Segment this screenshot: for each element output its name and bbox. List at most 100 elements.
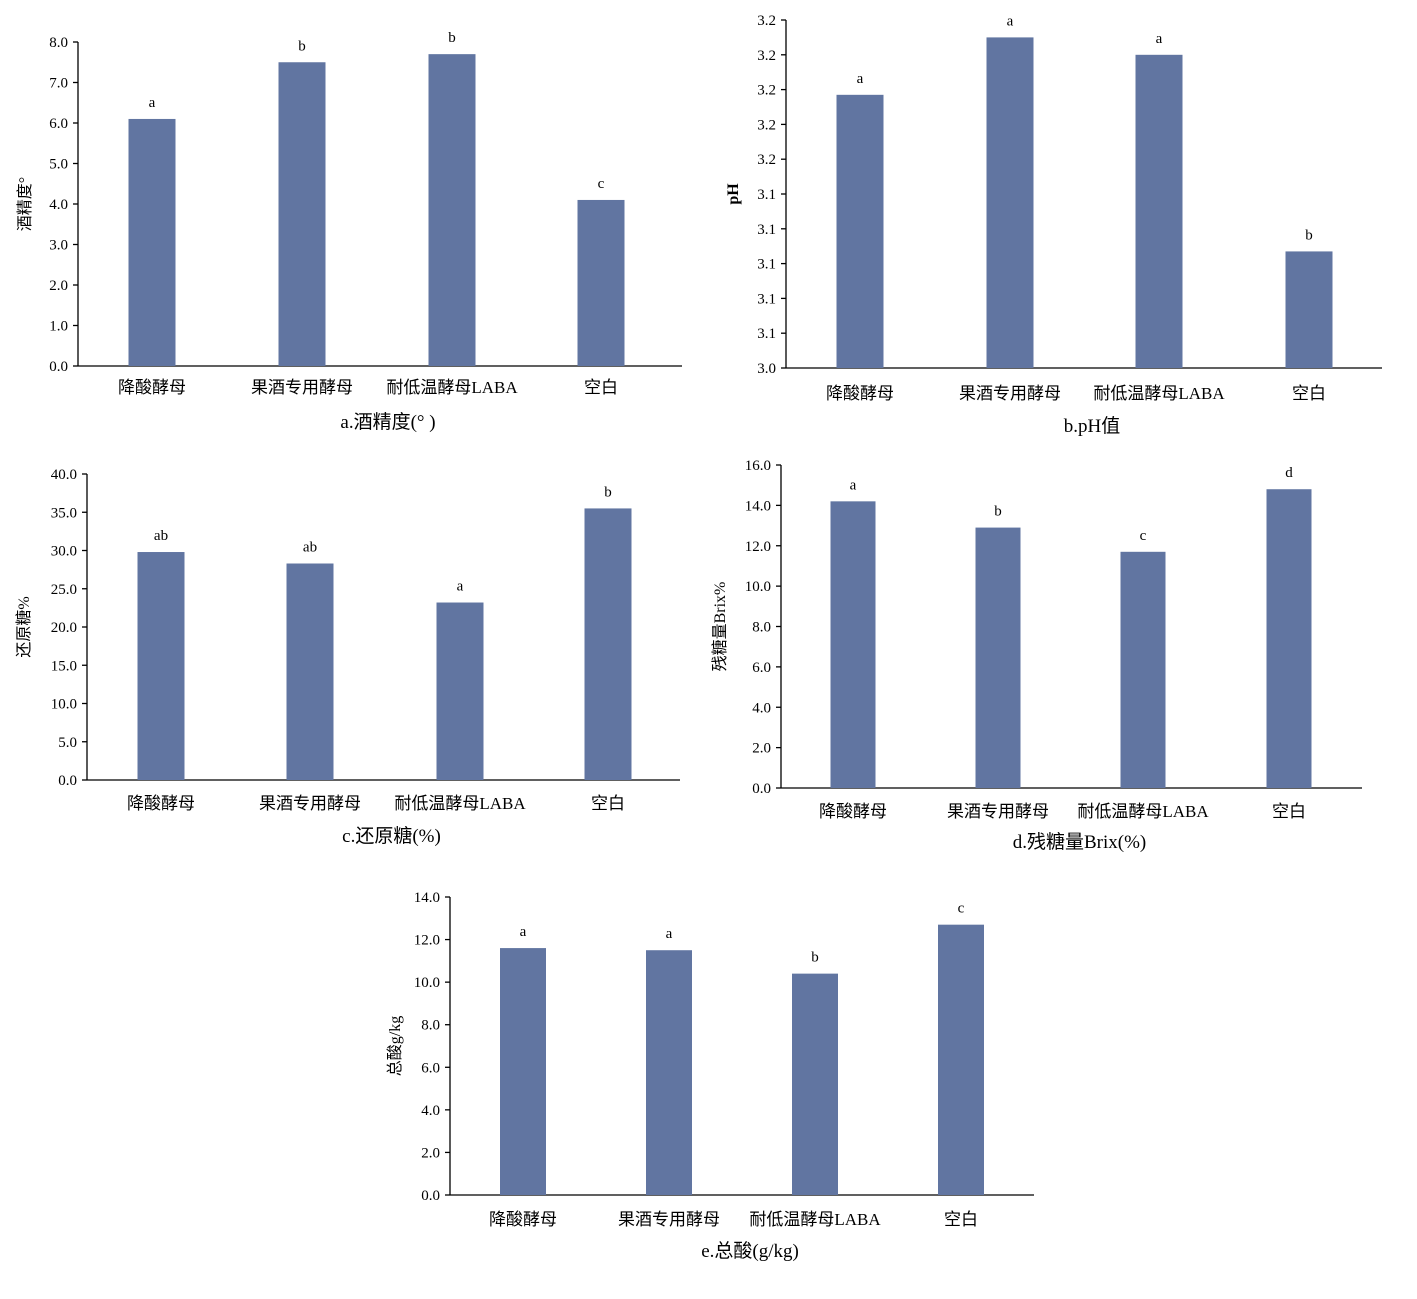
- panel-a-significance-label: b: [298, 38, 306, 54]
- panel-d-significance-label: c: [1140, 528, 1147, 544]
- panel-a-caption: a.酒精度(° ): [340, 411, 435, 433]
- panel-a-bar: [278, 62, 326, 366]
- panel-c-y-axis-title: 还原糖%: [15, 596, 33, 657]
- panel-d-category-label: 降酸酵母: [819, 802, 887, 821]
- panel-a-y-tick-label: 8.0: [49, 35, 68, 51]
- panel-b-category-label: 降酸酵母: [826, 384, 894, 403]
- panel-d-y-tick-label: 12.0: [745, 539, 771, 555]
- panel-d-y-tick-label: 0.0: [752, 781, 771, 797]
- panel-c-significance-label: ab: [154, 528, 168, 544]
- panel-d-bar: [830, 501, 876, 788]
- panel-d-significance-label: a: [850, 477, 857, 493]
- panel-c-significance-label: a: [457, 579, 464, 595]
- panel-a-category-label: 空白: [584, 378, 618, 397]
- panel-b-y-tick-label: 3.1: [757, 187, 776, 203]
- panel-c-bar: [584, 508, 632, 780]
- panel-d-y-tick-label: 16.0: [745, 458, 771, 474]
- panel-d-y-tick-label: 2.0: [752, 741, 771, 757]
- panel-b-significance-label: b: [1305, 227, 1313, 243]
- panel-b-caption: b.pH值: [1064, 415, 1120, 437]
- panel-a-significance-label: b: [448, 30, 456, 46]
- panel-a-y-tick-label: 4.0: [49, 197, 68, 213]
- panel-d-y-axis-title: 残糖量Brix%: [711, 582, 729, 672]
- panel-b-category-label: 空白: [1292, 384, 1326, 403]
- panel-d-y-tick-label: 6.0: [752, 660, 771, 676]
- panel-c-category-label: 空白: [591, 794, 625, 813]
- panel-a-bar: [128, 118, 176, 366]
- panel-a-y-tick-label: 2.0: [49, 278, 68, 294]
- panel-b-y-axis-title: pH: [725, 183, 742, 205]
- panel-b-y-tick-label: 3.1: [757, 257, 776, 273]
- panel-d-y-tick-label: 4.0: [752, 700, 771, 716]
- panel-d-category-label: 果酒专用酵母: [947, 802, 1049, 821]
- panel-e-caption: e.总酸(g/kg): [701, 1240, 799, 1262]
- panel-e-y-tick-label: 2.0: [421, 1145, 440, 1161]
- panel-e-bar: [500, 948, 546, 1195]
- panel-d-category-label: 耐低温酵母LABA: [1077, 802, 1209, 821]
- panel-e-category-label: 降酸酵母: [489, 1210, 557, 1229]
- panel-d-bar: [975, 527, 1021, 788]
- panel-e-y-tick-label: 12.0: [414, 933, 440, 949]
- panel-b-category-label: 果酒专用酵母: [959, 384, 1061, 403]
- panel-a-significance-label: c: [598, 176, 605, 192]
- panel-e-y-tick-label: 0.0: [421, 1188, 440, 1204]
- panel-e-bar: [938, 924, 984, 1195]
- panel-e-y-tick-label: 8.0: [421, 1018, 440, 1034]
- panel-c-y-tick-label: 40.0: [51, 467, 77, 483]
- panel-b-bar: [986, 37, 1034, 369]
- panel-a-y-tick-label: 5.0: [49, 157, 68, 173]
- panel-b-significance-label: a: [1156, 31, 1163, 47]
- panel-a-y-tick-label: 7.0: [49, 76, 68, 92]
- panel-c-bar: [286, 563, 334, 780]
- panel-a-bar: [428, 54, 476, 367]
- panel-e-y-axis-title: 总酸g/kg: [386, 1016, 404, 1076]
- panel-c-category-label: 果酒专用酵母: [259, 794, 361, 813]
- panel-d-y-tick-label: 14.0: [745, 498, 771, 514]
- panel-a-category-label: 果酒专用酵母: [251, 378, 353, 397]
- panel-b-y-tick-label: 3.1: [757, 222, 776, 238]
- panel-b-category-label: 耐低温酵母LABA: [1093, 384, 1225, 403]
- panel-c-y-tick-label: 15.0: [51, 658, 77, 674]
- panel-c-significance-label: ab: [303, 540, 317, 556]
- panel-c-y-tick-label: 25.0: [51, 582, 77, 598]
- panel-e-significance-label: a: [520, 924, 527, 940]
- panel-a-category-label: 耐低温酵母LABA: [386, 378, 518, 397]
- panel-b-y-tick-label: 3.2: [757, 152, 776, 168]
- panel-b-significance-label: a: [1007, 13, 1014, 29]
- panel-b-y-tick-label: 3.0: [757, 361, 776, 377]
- panel-c-y-tick-label: 5.0: [58, 735, 77, 751]
- panel-b-bar: [1135, 54, 1183, 369]
- panel-d-category-label: 空白: [1272, 802, 1306, 821]
- panel-c-y-tick-label: 20.0: [51, 620, 77, 636]
- panel-d-significance-label: b: [994, 504, 1002, 520]
- panel-e-bar: [792, 973, 838, 1195]
- panel-d-significance-label: d: [1285, 465, 1293, 481]
- panel-e-significance-label: a: [666, 926, 673, 942]
- panel-b-bar: [1285, 251, 1333, 368]
- panel-e-y-tick-label: 10.0: [414, 975, 440, 991]
- panel-a-y-tick-label: 1.0: [49, 319, 68, 335]
- panel-d-bar: [1120, 551, 1166, 788]
- panel-c-category-label: 降酸酵母: [127, 794, 195, 813]
- panel-c-bar: [137, 552, 185, 780]
- panel-d-y-tick-label: 10.0: [745, 579, 771, 595]
- panel-a-significance-label: a: [149, 95, 156, 111]
- panel-a-y-tick-label: 6.0: [49, 116, 68, 132]
- panel-a-y-axis-title: 酒精度°: [16, 177, 34, 231]
- panel-e-y-tick-label: 4.0: [421, 1103, 440, 1119]
- panel-b-bar: [836, 94, 884, 368]
- panel-e-category-label: 果酒专用酵母: [618, 1210, 720, 1229]
- panel-e-y-tick-label: 14.0: [414, 890, 440, 906]
- panel-b-y-tick-label: 3.2: [757, 117, 776, 133]
- panel-d-caption: d.残糖量Brix(%): [1013, 831, 1147, 853]
- panel-e-significance-label: c: [958, 901, 965, 917]
- panel-e-significance-label: b: [811, 950, 819, 966]
- panel-c-caption: c.还原糖(%): [342, 825, 441, 847]
- panel-a-y-tick-label: 3.0: [49, 238, 68, 254]
- panel-e-category-label: 耐低温酵母LABA: [749, 1210, 881, 1229]
- panel-c-bar: [436, 602, 484, 780]
- panel-b-y-tick-label: 3.2: [757, 48, 776, 64]
- panel-c-y-tick-label: 0.0: [58, 773, 77, 789]
- panel-a-bar: [577, 199, 625, 366]
